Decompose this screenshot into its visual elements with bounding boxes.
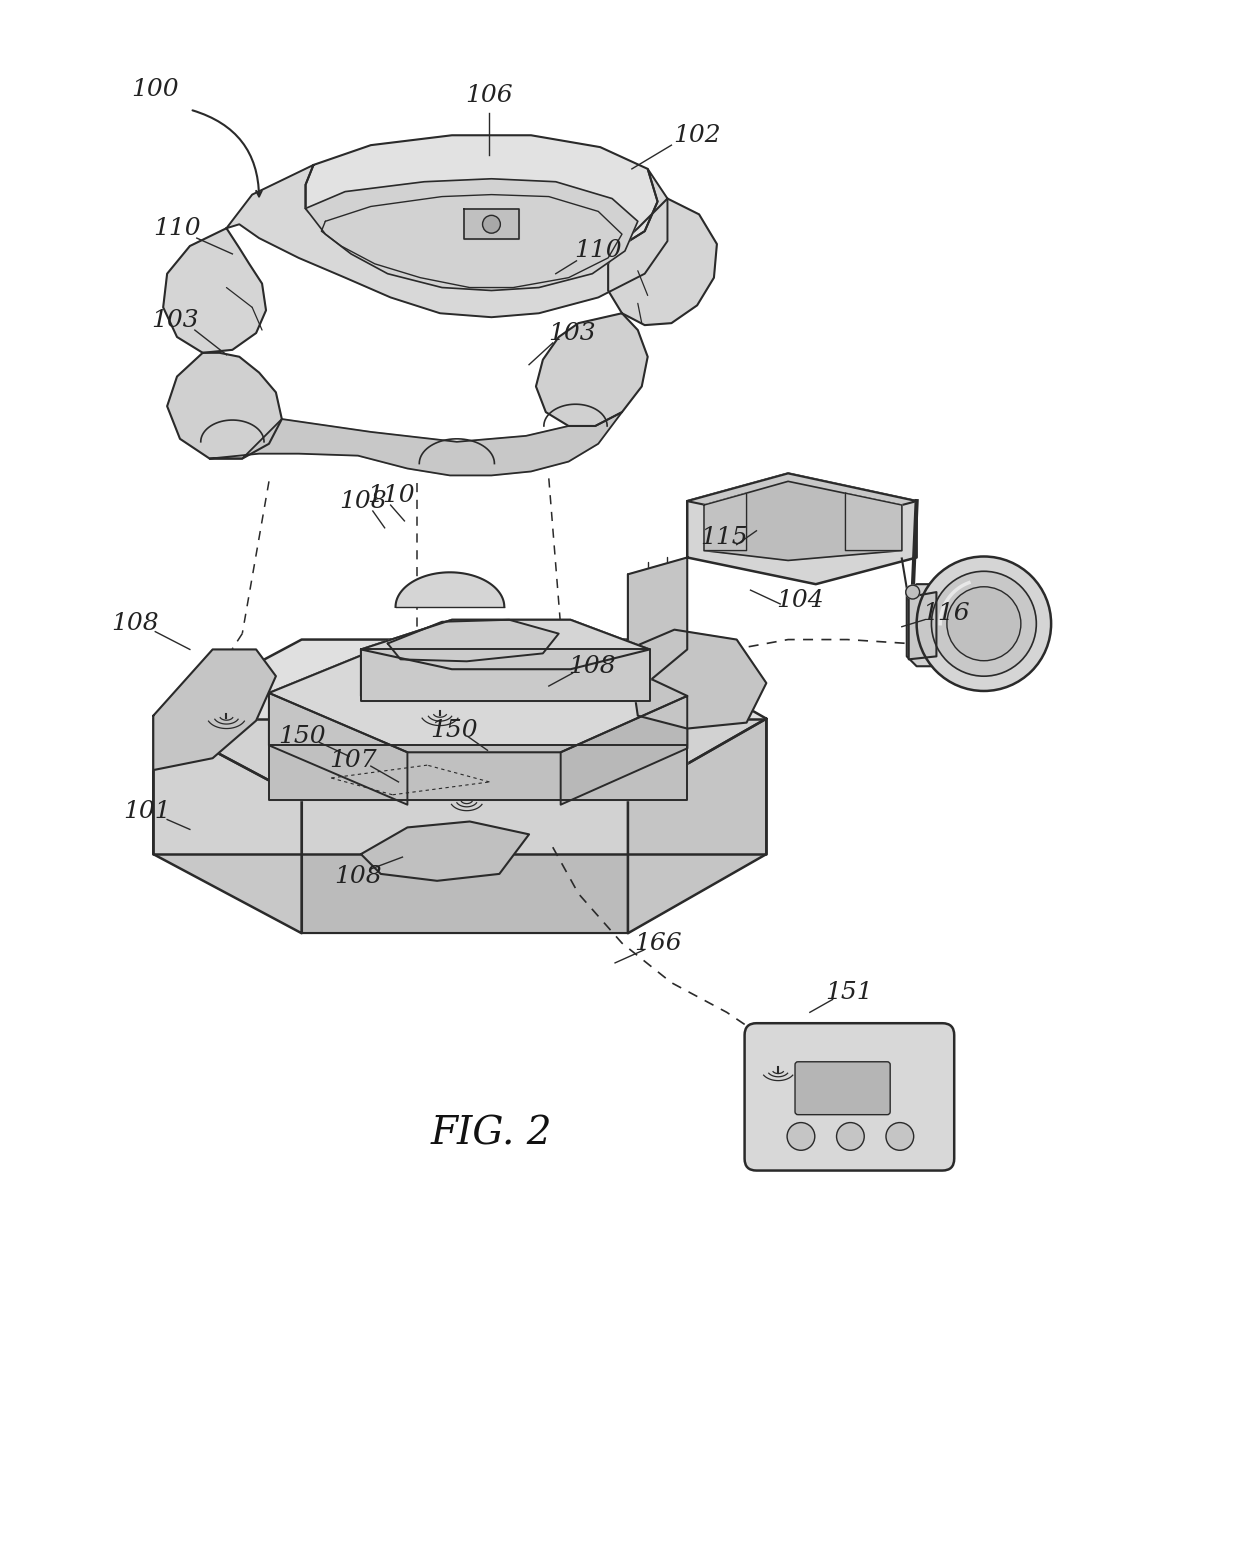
- Circle shape: [787, 1122, 815, 1150]
- Polygon shape: [704, 493, 746, 550]
- Circle shape: [916, 556, 1052, 692]
- Polygon shape: [687, 474, 916, 584]
- Polygon shape: [361, 650, 650, 701]
- Text: 151: 151: [826, 981, 873, 1004]
- Polygon shape: [361, 620, 650, 670]
- Polygon shape: [269, 746, 687, 800]
- Text: 116: 116: [923, 603, 970, 625]
- Polygon shape: [687, 474, 916, 528]
- Polygon shape: [154, 718, 766, 855]
- Polygon shape: [361, 822, 529, 881]
- Text: FIG. 2: FIG. 2: [430, 1116, 552, 1153]
- FancyBboxPatch shape: [744, 1023, 955, 1170]
- Polygon shape: [269, 693, 408, 805]
- Polygon shape: [269, 637, 687, 752]
- Polygon shape: [154, 650, 275, 771]
- Polygon shape: [627, 718, 766, 934]
- Polygon shape: [305, 179, 637, 291]
- Circle shape: [947, 587, 1021, 660]
- Polygon shape: [301, 797, 627, 934]
- Polygon shape: [909, 592, 936, 659]
- Text: 106: 106: [466, 84, 513, 107]
- Text: 150: 150: [278, 726, 325, 747]
- Polygon shape: [536, 314, 647, 426]
- Polygon shape: [846, 493, 901, 550]
- Polygon shape: [906, 584, 961, 667]
- Text: 101: 101: [124, 800, 171, 824]
- Text: 102: 102: [673, 124, 720, 146]
- Circle shape: [887, 1122, 914, 1150]
- Circle shape: [931, 572, 1037, 676]
- Text: 108: 108: [334, 866, 382, 889]
- Text: 150: 150: [430, 720, 477, 741]
- Polygon shape: [627, 629, 766, 729]
- Circle shape: [837, 1122, 864, 1150]
- Text: 110: 110: [367, 483, 414, 507]
- Text: 115: 115: [701, 527, 748, 549]
- Polygon shape: [627, 558, 687, 693]
- Polygon shape: [227, 165, 667, 317]
- Polygon shape: [361, 620, 650, 696]
- Polygon shape: [608, 199, 717, 325]
- Text: 103: 103: [151, 309, 198, 331]
- Text: 104: 104: [776, 589, 823, 612]
- Polygon shape: [164, 228, 267, 353]
- Text: 103: 103: [549, 322, 596, 345]
- Polygon shape: [210, 412, 622, 476]
- Text: 108: 108: [339, 490, 387, 513]
- FancyBboxPatch shape: [795, 1061, 890, 1114]
- Polygon shape: [388, 620, 559, 662]
- Polygon shape: [154, 718, 301, 934]
- Polygon shape: [704, 482, 901, 561]
- Text: 107: 107: [329, 749, 377, 772]
- Polygon shape: [167, 353, 281, 458]
- Circle shape: [482, 216, 501, 233]
- Text: 100: 100: [131, 78, 179, 101]
- Polygon shape: [154, 640, 766, 797]
- Text: 110: 110: [154, 216, 201, 239]
- Polygon shape: [269, 637, 687, 749]
- Text: 108: 108: [112, 612, 159, 636]
- Polygon shape: [560, 696, 687, 805]
- Polygon shape: [396, 572, 505, 608]
- Text: 166: 166: [634, 931, 682, 954]
- Text: 110: 110: [574, 239, 622, 263]
- Polygon shape: [305, 135, 657, 274]
- Circle shape: [905, 586, 920, 598]
- Polygon shape: [464, 210, 520, 239]
- Text: 108: 108: [568, 654, 616, 678]
